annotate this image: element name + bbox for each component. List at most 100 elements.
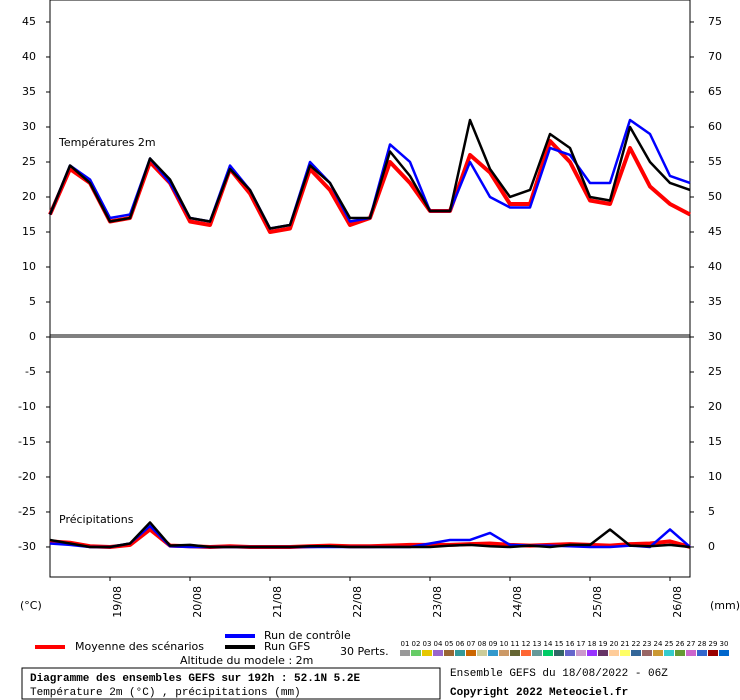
perturbation-label: 25	[665, 640, 674, 648]
perturbation-label: 13	[533, 640, 542, 648]
perturbation-label: 22	[632, 640, 641, 648]
y-tick-label: -20	[18, 470, 36, 483]
x-tick-label: 22/08	[351, 586, 364, 618]
perturbations-label: 30 Perts.	[340, 645, 389, 658]
y-tick-label: 35	[22, 85, 36, 98]
perturbation-label: 29	[709, 640, 718, 648]
y2-tick-label: 55	[708, 155, 722, 168]
plot-frame	[49, 0, 691, 578]
perturbation-label: 15	[555, 640, 564, 648]
y2-tick-label: 20	[708, 400, 722, 413]
footer-subtitle: Température 2m (°C) , précipitations (mm…	[30, 687, 301, 699]
x-tick-label: 26/08	[671, 586, 684, 618]
y2-tick-label: 50	[708, 190, 722, 203]
perturbation-swatch	[510, 650, 520, 656]
perturbation-swatch	[653, 650, 663, 656]
x-tick-label: 24/08	[511, 586, 524, 618]
series-line	[49, 521, 691, 549]
x-tick-label: 25/08	[591, 586, 604, 618]
perturbation-swatch	[620, 650, 630, 656]
perturbation-label: 09	[489, 640, 498, 648]
perturbation-swatch	[719, 650, 729, 656]
perturbation-swatch	[532, 650, 542, 656]
footer-copyright: Copyright 2022 Meteociel.fr	[450, 687, 628, 699]
y2-tick-label: 60	[708, 120, 722, 133]
perturbation-label: 21	[621, 640, 630, 648]
footer-run: Ensemble GEFS du 18/08/2022 - 06Z	[450, 668, 668, 680]
legend-label: Moyenne des scénarios	[75, 640, 204, 653]
perturbation-label: 05	[445, 640, 454, 648]
perturbation-label: 20	[610, 640, 619, 648]
perturbation-swatch	[642, 650, 652, 656]
perturbation-swatch	[675, 650, 685, 656]
perturbation-label: 17	[577, 640, 586, 648]
perturbation-label: 03	[423, 640, 432, 648]
perturbation-label: 12	[522, 640, 531, 648]
perturbation-swatch	[477, 650, 487, 656]
y2-tick-label: 70	[708, 50, 722, 63]
perturbation-label: 04	[434, 640, 443, 648]
y-tick-label: 45	[22, 15, 36, 28]
y-tick-label: -5	[25, 365, 36, 378]
y-tick-label: -25	[18, 505, 36, 518]
perturbation-swatch	[422, 650, 432, 656]
y2-tick-label: 5	[708, 505, 715, 518]
perturbation-swatch	[609, 650, 619, 656]
perturbation-label: 18	[588, 640, 597, 648]
perturbation-label: 30	[720, 640, 729, 648]
legend-label: Run GFS	[264, 640, 310, 653]
y-tick-label: 20	[22, 190, 36, 203]
y2-tick-label: 45	[708, 225, 722, 238]
perturbation-label: 27	[687, 640, 696, 648]
perturbation-swatch	[686, 650, 696, 656]
series-line	[48, 118, 691, 230]
perturbation-label: 11	[511, 640, 520, 648]
perturbation-swatch	[565, 650, 575, 656]
y-tick-label: 40	[22, 50, 36, 63]
perturbation-swatch	[499, 650, 509, 656]
perturbation-label: 06	[456, 640, 465, 648]
perturbation-swatch	[697, 650, 707, 656]
series-line	[49, 527, 691, 549]
perturbation-swatch	[433, 650, 443, 656]
perturbation-swatch	[466, 650, 476, 656]
y-tick-label: 15	[22, 225, 36, 238]
y2-tick-label: 0	[708, 540, 715, 553]
x-tick-label: 21/08	[271, 586, 284, 618]
perturbation-label: 01	[401, 640, 410, 648]
perturbation-swatch	[521, 650, 531, 656]
perturbation-label: 28	[698, 640, 707, 648]
perturbation-swatch	[554, 650, 564, 656]
perturbation-label: 02	[412, 640, 421, 648]
x-tick-label: 19/08	[111, 586, 124, 618]
x-tick-label: 20/08	[191, 586, 204, 618]
y-tick-label: 10	[22, 260, 36, 273]
y2-tick-label: 35	[708, 295, 722, 308]
perturbation-label: 24	[654, 640, 663, 648]
y2-tick-label: 30	[708, 330, 722, 343]
y-tick-label: -10	[18, 400, 36, 413]
perturbation-swatch	[455, 650, 465, 656]
y-tick-label: -30	[18, 540, 36, 553]
y-tick-label: 0	[29, 330, 36, 343]
perturbation-swatch	[444, 650, 454, 656]
y-axis-label: (°C)	[20, 599, 42, 612]
perturbation-swatch	[664, 650, 674, 656]
perturbation-swatch	[488, 650, 498, 656]
footer-box	[21, 667, 441, 700]
y-tick-label: 5	[29, 295, 36, 308]
panel-title: Précipitations	[59, 513, 134, 526]
y2-tick-label: 10	[708, 470, 722, 483]
legend-label: Run de contrôle	[264, 629, 351, 642]
perturbation-swatch	[631, 650, 641, 656]
perturbation-swatch	[543, 650, 553, 656]
y2-tick-label: 40	[708, 260, 722, 273]
y-tick-label: -15	[18, 435, 36, 448]
perturbation-swatch	[576, 650, 586, 656]
y2-tick-label: 75	[708, 15, 722, 28]
altitude-note: Altitude du modele : 2m	[180, 654, 313, 667]
perturbation-swatch	[411, 650, 421, 656]
perturbation-label: 10	[500, 640, 509, 648]
x-tick-label: 23/08	[431, 586, 444, 618]
